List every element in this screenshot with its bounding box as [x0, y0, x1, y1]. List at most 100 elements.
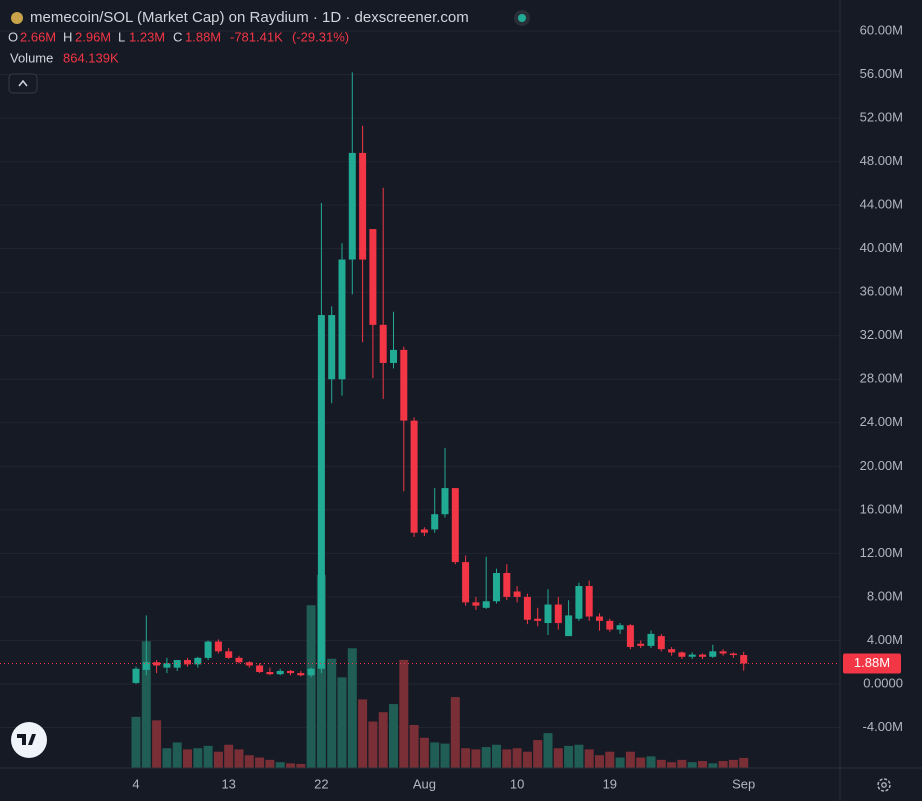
candle-body [132, 668, 140, 683]
volume-bar [244, 755, 254, 768]
last-price-badge [843, 653, 901, 674]
volume-bar [502, 749, 512, 768]
volume-bar [399, 659, 409, 768]
candle-body [585, 586, 593, 617]
y-tick-label: 0.0000 [863, 675, 903, 690]
gear[interactable] [877, 778, 891, 792]
candle-body [657, 636, 665, 650]
legend-key: Volume [10, 50, 53, 65]
volume-bar [327, 658, 337, 768]
candle-body [451, 488, 459, 563]
volume-bar [450, 697, 460, 768]
candle-body [668, 649, 676, 653]
legend-key: L [118, 29, 125, 44]
volume-bar [492, 744, 501, 768]
candle-body [740, 655, 748, 664]
volume-bar [625, 751, 635, 768]
x-tick-label: 10 [510, 776, 524, 791]
candles [132, 72, 748, 684]
y-tick-label: -4.00M [863, 719, 903, 734]
volume-bar [698, 761, 707, 768]
volume-bar [337, 677, 347, 768]
gear-center[interactable] [881, 782, 887, 788]
volume-bar [739, 757, 749, 768]
candle-body [204, 641, 212, 658]
volume-bar [533, 740, 543, 768]
y-tick-label: 24.00M [860, 414, 903, 429]
legend-change: -781.41K [230, 29, 283, 44]
button-frame[interactable] [8, 73, 38, 94]
tv-logo [11, 722, 47, 758]
volume-bar [440, 743, 450, 768]
volume-bar [615, 757, 625, 768]
candle-body [647, 633, 655, 646]
x-tick-label: 4 [132, 776, 139, 791]
y-tick-label: 60.00M [860, 22, 903, 37]
legend-key: C [173, 29, 182, 44]
y-tick-label: 4.00M [867, 632, 903, 647]
volume-bar [646, 756, 656, 768]
y-tick-label: 20.00M [860, 458, 903, 473]
candle-body [307, 668, 315, 676]
volume-bar [141, 641, 151, 768]
volume-bar [708, 763, 718, 768]
candle-body [431, 514, 439, 530]
candle-body [184, 660, 191, 665]
candle-body [225, 651, 233, 658]
volume-bar [543, 733, 553, 768]
candle-body [266, 672, 274, 675]
candle-body [626, 625, 634, 647]
volume-bar [687, 762, 697, 768]
volume-bar [152, 720, 162, 768]
y-tick-label: 56.00M [860, 66, 903, 81]
settings-button[interactable] [877, 778, 891, 792]
candle-body [245, 662, 253, 666]
candle-body [565, 615, 573, 637]
volume-bar [667, 762, 677, 768]
candle-body [688, 654, 696, 657]
chart-title: memecoin/SOL (Market Cap) on Raydium · 1… [30, 9, 469, 26]
volume-bar [172, 742, 182, 768]
candle-body [616, 625, 624, 630]
candle-body [544, 604, 552, 624]
y-tick-label: 44.00M [860, 197, 903, 212]
status-dot [518, 14, 526, 22]
volume-bar [471, 749, 481, 768]
candle-body [637, 643, 645, 646]
candle-body [493, 572, 500, 602]
volume-bar [286, 763, 295, 768]
candle-body [729, 653, 737, 656]
legend-value: 2.66M [20, 29, 56, 44]
logo-circle [11, 722, 47, 758]
volume-bar [265, 759, 275, 768]
y-tick-label: 52.00M [860, 110, 903, 125]
candle-body [606, 620, 614, 630]
y-tick-label: 16.00M [860, 501, 903, 516]
volume-bar [553, 748, 563, 768]
token-icon [11, 12, 23, 24]
volume-bar [162, 748, 172, 768]
grid [0, 30, 840, 729]
candle-body [317, 315, 325, 669]
volume-bar [224, 744, 234, 768]
candle-body [513, 591, 521, 597]
candle-body [256, 665, 264, 673]
volume-bar [213, 751, 223, 768]
y-tick-label: 36.00M [860, 284, 903, 299]
candle-body [699, 654, 706, 657]
candle-body [400, 349, 408, 421]
volume-bar [378, 712, 388, 768]
candle-body [503, 572, 511, 597]
button-icon[interactable] [18, 79, 28, 87]
volume-bar [728, 759, 738, 768]
volume-bar [358, 699, 368, 768]
last-price-label: 1.88M [854, 655, 890, 670]
candle-body [523, 596, 531, 620]
candle-body [379, 324, 387, 363]
volume-bar [595, 755, 604, 768]
volume-bar [430, 742, 440, 768]
legend-change-pct: (-29.31%) [292, 29, 349, 44]
candle-body [276, 670, 284, 675]
volume-bar [564, 745, 574, 768]
collapse-button[interactable] [8, 73, 38, 94]
